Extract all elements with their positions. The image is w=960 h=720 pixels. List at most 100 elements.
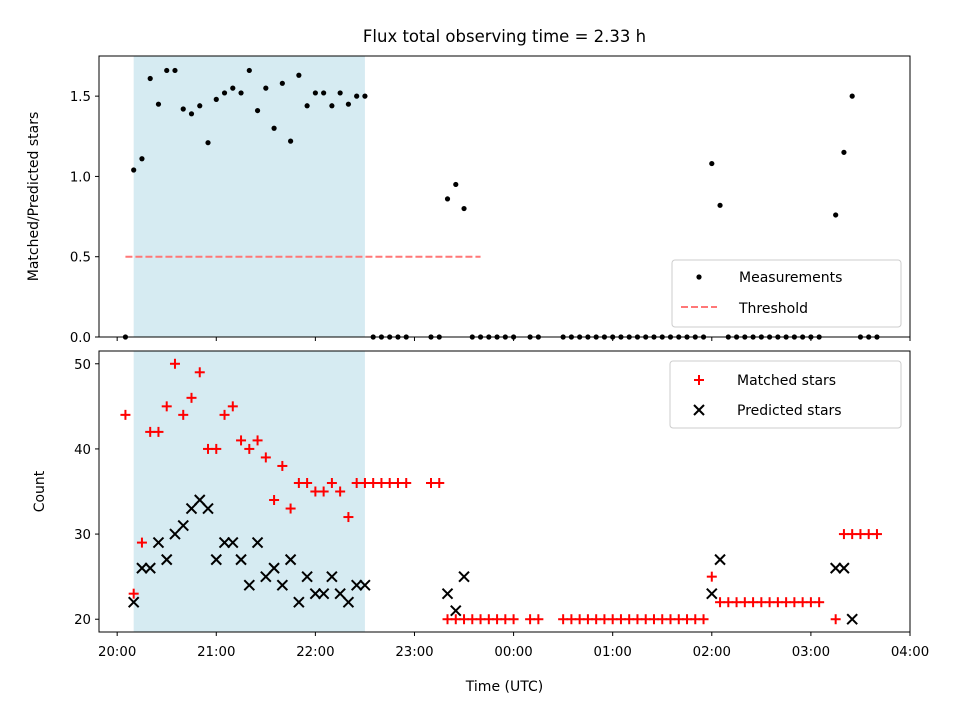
- predicted-star-point: [144, 562, 156, 574]
- measurement-point: [246, 67, 252, 74]
- legend-matched-label: Matched stars: [737, 373, 836, 389]
- measurement-point: [254, 107, 261, 114]
- bottom-legend: Matched stars Predicted stars: [669, 360, 902, 429]
- predicted-star-point: [309, 587, 322, 600]
- matched-star-point: [335, 486, 346, 497]
- top-x-ticks: [116, 337, 911, 341]
- measurement-point: [849, 93, 855, 99]
- measurement-point: [164, 67, 170, 74]
- predicted-star-point: [161, 553, 173, 566]
- measurement-point: [147, 75, 153, 82]
- legend-threshold-label: Threshold: [738, 301, 808, 317]
- legend-predicted-label: Predicted stars: [737, 403, 842, 419]
- cross-stroke: [450, 605, 462, 617]
- cross-stroke: [210, 553, 222, 566]
- x-axis-label: Time (UTC): [465, 679, 543, 695]
- cross-stroke: [846, 613, 858, 625]
- matched-star-point: [161, 401, 172, 412]
- measurement-point: [709, 160, 715, 167]
- predicted-star-point: [714, 553, 726, 566]
- cross-stroke: [342, 596, 355, 608]
- predicted-star-point: [317, 587, 330, 600]
- predicted-star-point: [450, 605, 462, 617]
- measurement-point: [304, 103, 310, 109]
- measurement-point: [841, 149, 847, 155]
- cross-stroke: [260, 570, 272, 583]
- predicted-star-point: [260, 570, 272, 583]
- measurement-point: [321, 90, 327, 96]
- cross-stroke: [359, 579, 371, 591]
- cross-stroke: [268, 562, 280, 574]
- measurement-point: [717, 202, 723, 208]
- matched-star-point: [244, 443, 255, 454]
- x-tick-label: 04:00: [891, 645, 929, 660]
- legend-predicted-cross: [693, 404, 705, 416]
- predicted-star-point: [268, 562, 280, 574]
- top-y-tick-label: 1.5: [70, 90, 91, 105]
- top-shade-rect: [133, 56, 365, 337]
- predicted-stars-points: [127, 494, 858, 625]
- matched-star-point: [698, 614, 709, 625]
- matched-star-point: [508, 614, 519, 625]
- matched-star-point: [178, 409, 189, 420]
- predicted-star-point: [350, 579, 363, 591]
- top-legend: Measurements Threshold: [671, 259, 902, 328]
- cross-stroke: [202, 502, 214, 515]
- matched-stars-points: [120, 358, 882, 625]
- top-y-ticks: 0.0 0.5 1.0 1.5: [70, 90, 99, 346]
- predicted-star-point: [185, 502, 198, 515]
- cross-stroke: [227, 536, 239, 549]
- cross-stroke: [276, 579, 289, 591]
- chart-title: Flux total observing time = 2.33 h: [363, 27, 646, 46]
- predicted-star-point: [293, 596, 305, 608]
- matched-star-point: [260, 452, 271, 463]
- matched-star-point: [871, 529, 882, 540]
- measurement-point: [238, 90, 244, 96]
- cross-stroke: [326, 570, 338, 583]
- bottom-shade-rect: [133, 351, 365, 632]
- matched-star-point: [830, 614, 841, 625]
- cross-stroke: [136, 562, 148, 574]
- x-tick-label: 03:00: [792, 645, 830, 660]
- cross-stroke: [185, 502, 198, 515]
- top-panel: 0.0 0.5 1.0 1.5 Flux total observing time =…: [26, 27, 911, 346]
- measurement-point: [362, 93, 368, 99]
- matched-star-point: [128, 588, 139, 599]
- cross-stroke: [301, 570, 313, 583]
- measurement-point: [205, 140, 211, 146]
- x-tick-label: 01:00: [594, 645, 632, 660]
- matched-star-point: [236, 435, 247, 446]
- bottom-y-tick-label: 40: [74, 443, 91, 458]
- cross-stroke: [177, 519, 189, 532]
- x-tick-label: 02:00: [693, 645, 731, 660]
- matched-star-point: [169, 358, 180, 369]
- bottom-y-tick-label: 30: [74, 528, 91, 543]
- x-tick-label: 21:00: [197, 645, 235, 660]
- matched-star-point: [269, 495, 280, 506]
- bottom-x-ticks: 20:00 21:00 22:00 23:00 00:00 01:00 02:00 03:00…: [98, 632, 929, 660]
- cross-stroke: [144, 562, 156, 574]
- predicted-star-point: [359, 579, 371, 591]
- predicted-star-point: [284, 553, 297, 566]
- measurement-point: [296, 72, 302, 78]
- predicted-star-point: [235, 553, 247, 566]
- cross-stroke: [350, 579, 363, 591]
- matched-star-point: [120, 409, 131, 420]
- predicted-star-point: [838, 562, 850, 574]
- cross-stroke: [293, 596, 305, 608]
- matched-star-point: [285, 503, 296, 514]
- legend-matched-marker: [694, 375, 704, 385]
- cross-stroke: [251, 536, 264, 549]
- predicted-star-point: [458, 570, 470, 583]
- matched-star-point: [186, 392, 197, 403]
- matched-star-point: [136, 537, 147, 548]
- measurement-point: [188, 111, 195, 117]
- predicted-star-point: [152, 536, 165, 549]
- cross-stroke: [243, 579, 256, 591]
- measurement-point: [230, 85, 236, 91]
- matched-star-point: [153, 426, 164, 437]
- predicted-star-point: [441, 587, 454, 600]
- cross-stroke: [309, 587, 322, 600]
- predicted-star-point: [218, 536, 231, 549]
- bottom-y-axis-label: Count: [32, 470, 48, 512]
